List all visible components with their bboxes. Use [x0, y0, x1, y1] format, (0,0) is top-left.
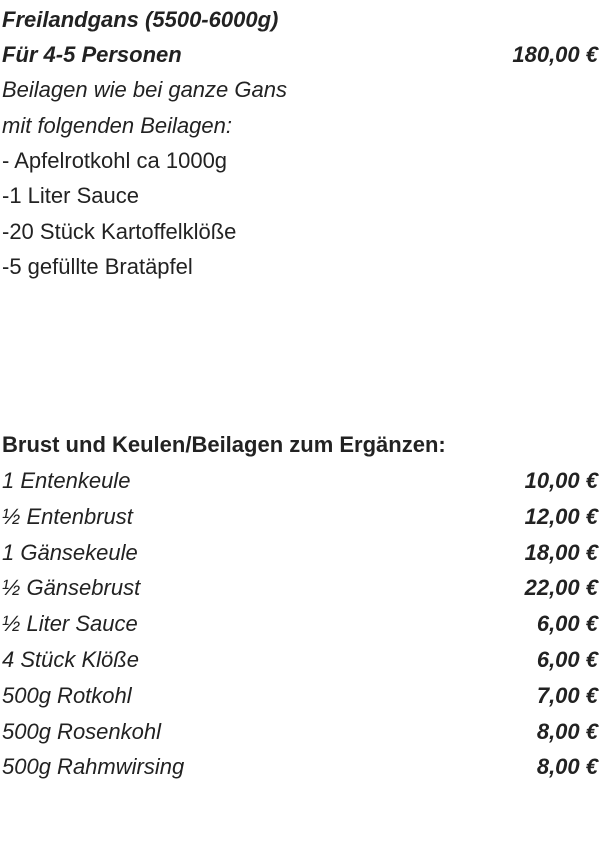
extras-item-name: ½ Gänsebrust: [2, 575, 141, 601]
offer-side: -5 gefüllte Bratäpfel: [2, 254, 193, 279]
extras-item-price: 8,00 €: [536, 754, 598, 780]
extras-item-price: 8,00 €: [536, 718, 598, 744]
extras-item-price: 18,00 €: [524, 539, 598, 565]
extras-item: 1 Gänsekeule 18,00 €: [2, 535, 598, 571]
extras-item-name: ½ Liter Sauce: [2, 611, 138, 637]
extras-item-price: 10,00 €: [524, 468, 598, 493]
extras-item-name: 500g Rahmwirsing: [2, 754, 185, 780]
extras-item: 500g Rahmwirsing 8,00 €: [2, 749, 598, 785]
extras-item-price: 22,00 €: [524, 575, 598, 601]
offer-subtitle-row: Für 4-5 Personen 180,00 €: [2, 37, 598, 73]
offer-description: mit folgenden Beilagen:: [2, 113, 232, 138]
extras-item: ½ Liter Sauce 6,00 €: [2, 606, 598, 642]
extras-item-name: ½ Entenbrust: [2, 503, 133, 529]
extras-item-price: 12,00 €: [524, 503, 598, 529]
extras-item-price: 6,00 €: [536, 611, 598, 637]
extras-item: 1 Entenkeule 10,00 €: [2, 463, 598, 499]
offer-side: -1 Liter Sauce: [2, 183, 139, 208]
extras-item: 500g Rosenkohl 8,00 €: [2, 714, 598, 750]
extras-item: 500g Rotkohl 7,00 €: [2, 678, 598, 714]
extras-item-name: 1 Gänsekeule: [2, 539, 138, 565]
offer-price: 180,00 €: [512, 42, 598, 67]
extras-item-price: 7,00 €: [536, 682, 598, 708]
extras-item: ½ Gänsebrust 22,00 €: [2, 570, 598, 606]
extras-item-name: 500g Rotkohl: [2, 682, 132, 708]
extras-item-name: 500g Rosenkohl: [2, 718, 162, 744]
offer-subtitle: Für 4-5 Personen: [2, 42, 182, 67]
offer-side: - Apfelrotkohl ca 1000g: [2, 148, 228, 173]
extras-item-name: 1 Entenkeule: [2, 468, 131, 493]
extras-item: 4 Stück Klöße 6,00 €: [2, 642, 598, 678]
extras-item-name: 4 Stück Klöße: [2, 647, 139, 672]
extras-item-price: 6,00 €: [536, 647, 598, 672]
extras-heading: Brust und Keulen/Beilagen zum Ergänzen:: [2, 432, 446, 457]
extras-item: ½ Entenbrust 12,00 €: [2, 499, 598, 535]
offer-side: -20 Stück Kartoffelklöße: [2, 219, 237, 244]
offer-description: Beilagen wie bei ganze Gans: [2, 77, 287, 102]
offer-title: Freilandgans (5500-6000g): [2, 7, 279, 32]
